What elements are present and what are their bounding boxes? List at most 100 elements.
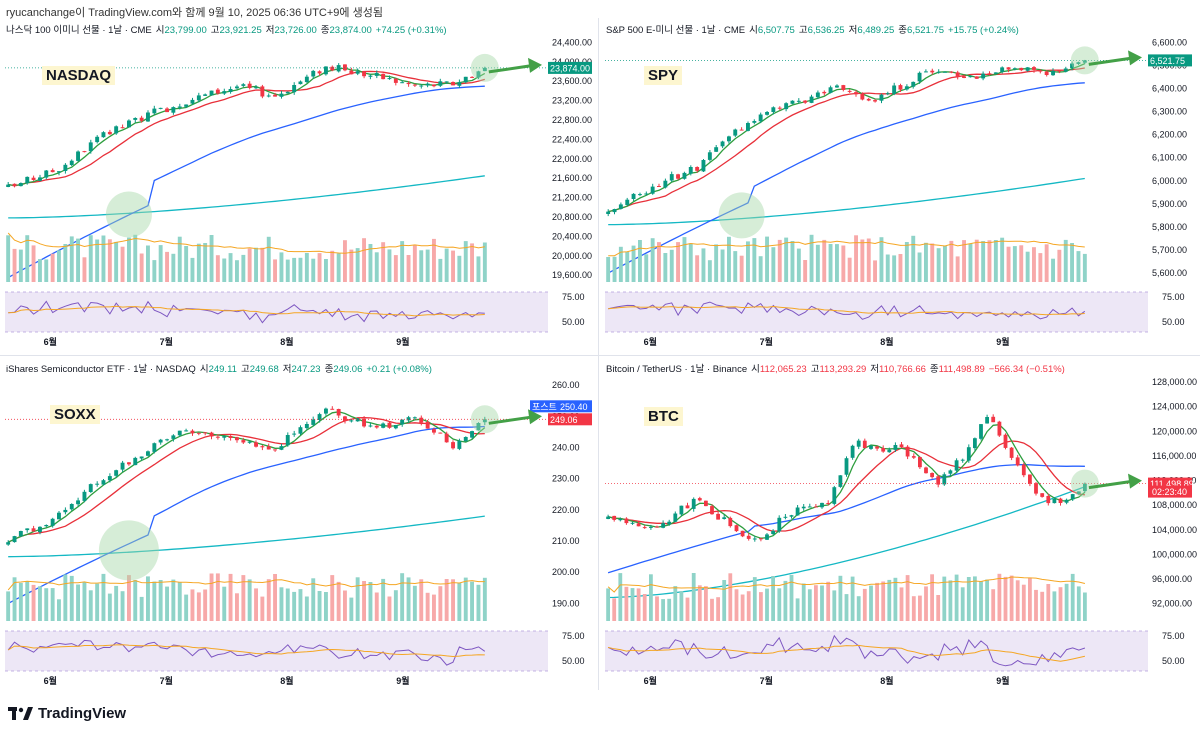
price-tick-label: 22,400.00 [552,134,592,144]
candle [704,500,708,507]
candle [476,70,481,79]
volume-bar [618,246,623,282]
chart-panel-soxx[interactable]: iShares Semiconductor ETF · 1날 · NASDAQ 시… [0,357,597,693]
volume-bar [114,585,119,621]
volume-bar [869,585,873,621]
chart-panel-spy[interactable]: S&P 500 E-미니 선물 · 1날 · CME 시6,507.75 고6,53… [600,18,1197,354]
month-label: 9월 [396,336,409,347]
candle [714,145,719,152]
candle [722,514,727,520]
candle [618,517,623,522]
volume-bar [1028,577,1032,621]
candle [1057,69,1062,74]
volume-bar [457,582,462,621]
candle [1025,67,1030,72]
candle [451,81,455,86]
highlight-circle [105,191,152,238]
candle [254,440,258,448]
volume-bar [606,588,610,621]
volume-bar [650,238,655,282]
volume-bar [688,243,693,282]
svg-text:111,498.89: 111,498.89 [1150,479,1194,489]
volume-bar [612,256,617,282]
candle [349,419,354,423]
volume-bar [1064,583,1069,621]
candle [814,504,818,508]
candle [752,536,757,542]
volume-bar [12,248,17,282]
candle [406,81,411,87]
volume-bar [707,260,712,282]
close-value: 249.06 [333,364,363,375]
volume-bar [710,598,714,621]
volume-bar [993,240,998,282]
candle [918,456,922,469]
low-label: 저 [848,25,858,36]
candle [88,483,93,493]
volume-bar [795,598,800,621]
candle [343,415,347,424]
volume-bar [292,257,297,282]
symbol-name: S&P 500 E-미니 선물 · 1날 · CME [606,25,746,36]
volume-bar [752,238,757,282]
volume-bar [139,253,144,282]
candle [374,70,379,79]
volume-bar [673,586,678,621]
candle [727,135,731,144]
volume-bar [362,581,366,621]
candle [771,106,776,115]
volume-bar [120,246,125,282]
ma-5-line [8,67,486,187]
volume-bar [247,248,252,282]
volume-bar [355,577,360,621]
price-tick-label: 96,000.00 [1152,574,1192,584]
price-tick-label: 5,800.00 [1152,222,1187,232]
volume-bar [412,585,417,621]
volume-bar [1083,592,1087,621]
high-value: 23,921.25 [219,25,262,36]
candle [432,427,436,435]
candle [847,89,852,93]
divider-vertical [598,18,599,690]
volume-bar [758,256,763,282]
ma-200-line [8,515,485,558]
candle [826,500,831,506]
volume-bar [704,586,708,621]
price-tick-label: 230.00 [552,474,580,484]
candle [463,436,468,442]
candle [69,159,74,167]
candle [1009,447,1014,461]
volume-bar [783,580,788,621]
candle [425,82,430,88]
volume-bar [642,594,647,621]
candle [873,99,877,103]
candle [101,131,106,138]
price-tick-label: 22,000.00 [552,154,592,164]
price-tick-label: 20,800.00 [552,212,592,222]
open-label: 시 [155,25,165,36]
volume-bar [991,589,996,621]
candle [917,71,922,84]
volume-bar [1082,253,1087,282]
candle [101,479,106,486]
month-label: 8월 [280,336,293,347]
price-tick-label: 104,000.00 [1152,525,1197,535]
volume-bar [887,579,892,621]
close-label: 종 [898,25,908,36]
candle [1006,67,1011,73]
volume-bar [789,574,794,621]
price-tick-label: 20,400.00 [552,231,592,241]
candle [1044,70,1049,77]
month-label: 7월 [760,675,773,686]
volume-bar [463,241,468,282]
volume-bar [343,590,347,621]
chart-panel-btc[interactable]: Bitcoin / TetherUS · 1날 · Binance 시112,06… [600,357,1197,693]
volume-bar [1034,589,1038,621]
volume-bar [657,242,661,282]
candle [438,78,443,87]
candle [1070,493,1075,501]
volume-bar [203,243,208,282]
volume-bar [88,590,93,621]
chart-panel-nasdaq[interactable]: 나스닥 100 이미니 선물 · 1날 · CME 시23,799.00 고23,9… [0,18,597,354]
volume-bar [898,254,903,282]
